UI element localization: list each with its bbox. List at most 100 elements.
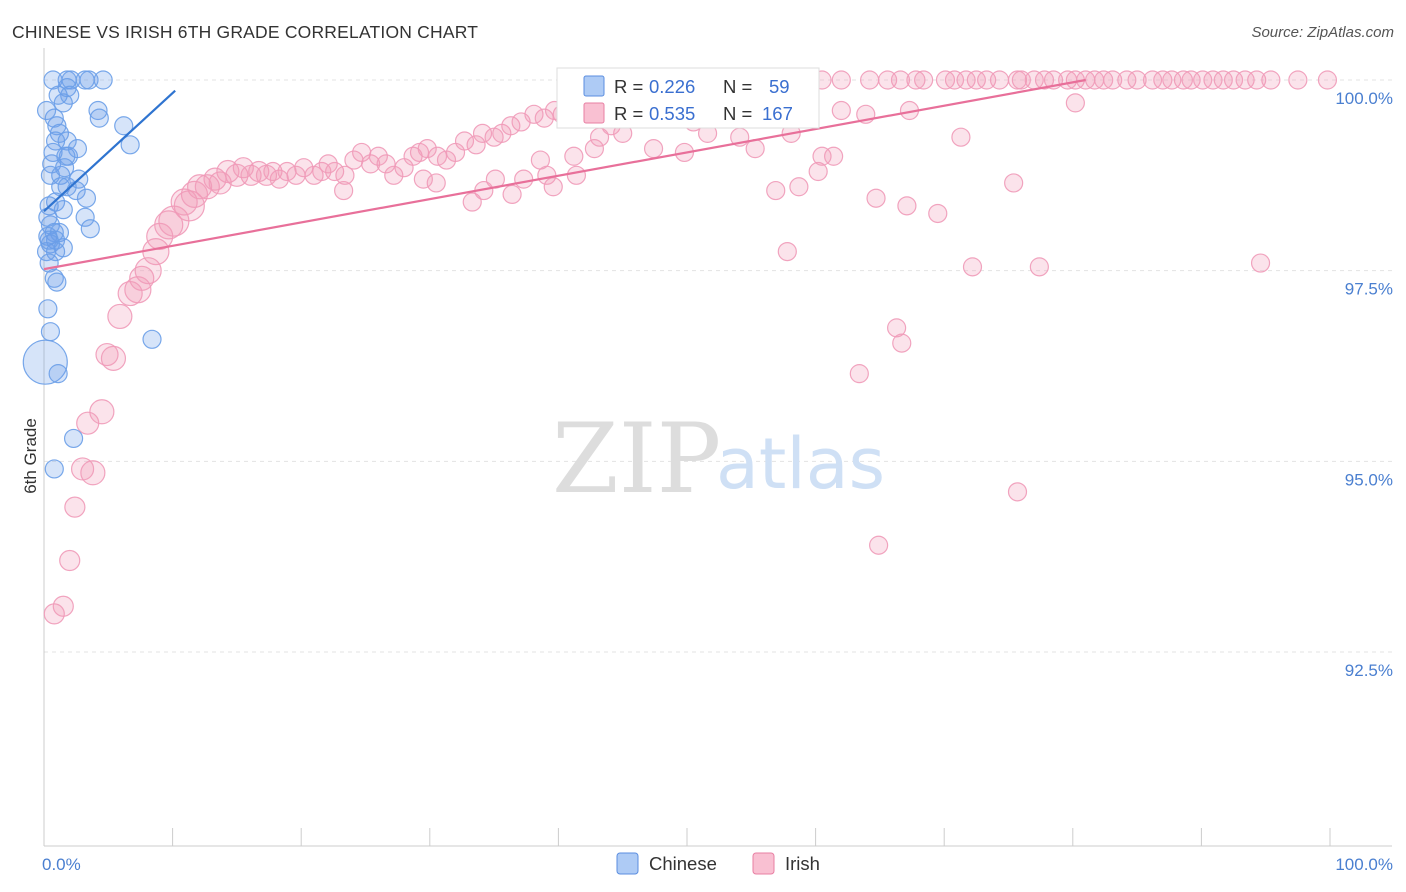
y-tick-label-2: 97.5% bbox=[1345, 280, 1393, 299]
irish-point bbox=[466, 135, 486, 155]
irish-point bbox=[1261, 70, 1281, 90]
irish-series bbox=[43, 70, 1338, 625]
irish-point bbox=[1203, 70, 1223, 90]
chinese-point bbox=[39, 230, 59, 250]
irish-point bbox=[777, 242, 797, 262]
chinese-point bbox=[120, 135, 140, 155]
irish-point bbox=[1127, 70, 1147, 90]
irish-point bbox=[860, 70, 880, 90]
irish-point bbox=[534, 108, 554, 128]
irish-point bbox=[1004, 173, 1024, 193]
irish-point bbox=[502, 184, 522, 204]
irish-point bbox=[1103, 70, 1123, 90]
irish-point bbox=[897, 196, 917, 216]
irish-point bbox=[426, 173, 446, 193]
irish-point bbox=[1173, 70, 1193, 90]
chinese-trend-line bbox=[43, 89, 176, 212]
irish-point bbox=[318, 154, 338, 174]
chinese-point bbox=[38, 207, 58, 227]
irish-point bbox=[100, 345, 127, 371]
legend-n-label-chinese: N = bbox=[723, 76, 752, 97]
irish-point bbox=[514, 169, 534, 189]
irish-point bbox=[869, 535, 889, 555]
irish-point bbox=[335, 165, 355, 185]
irish-point bbox=[368, 146, 388, 166]
irish-point bbox=[472, 123, 493, 143]
irish-point bbox=[789, 177, 809, 197]
chinese-point bbox=[93, 70, 113, 90]
chinese-point bbox=[45, 242, 66, 262]
chinese-point bbox=[88, 100, 108, 121]
legend-r-value-irish: 0.535 bbox=[649, 103, 695, 124]
bottom-legend-label-irish: Irish bbox=[785, 853, 820, 874]
irish-point bbox=[831, 70, 851, 90]
irish-point bbox=[1029, 257, 1049, 277]
legend-r-label-irish: R = bbox=[614, 103, 643, 124]
y-tick-label-1: 95.0% bbox=[1345, 470, 1393, 489]
irish-point bbox=[1181, 70, 1201, 90]
irish-point bbox=[745, 139, 765, 159]
chinese-point bbox=[79, 70, 99, 90]
irish-point bbox=[906, 70, 926, 90]
irish-point bbox=[584, 139, 605, 159]
irish-point bbox=[566, 165, 587, 185]
chart-source: Source: ZipAtlas.com bbox=[1251, 24, 1394, 41]
irish-point bbox=[890, 70, 911, 90]
chinese-series bbox=[22, 70, 162, 479]
irish-point bbox=[89, 399, 115, 425]
chinese-point bbox=[60, 85, 80, 105]
legend-n-label-irish: N = bbox=[723, 103, 752, 124]
irish-point bbox=[564, 146, 584, 166]
irish-point bbox=[154, 210, 184, 240]
chinese-point bbox=[80, 219, 100, 239]
chinese-point bbox=[48, 364, 68, 384]
irish-point bbox=[1142, 70, 1163, 90]
x-tick-label-10: 100.0% bbox=[1335, 855, 1393, 874]
chinese-point bbox=[22, 339, 68, 385]
irish-point bbox=[812, 146, 832, 166]
irish-point bbox=[537, 165, 557, 185]
chinese-point bbox=[38, 299, 58, 319]
y-tick-label-3: 100.0% bbox=[1335, 89, 1393, 108]
irish-point bbox=[1235, 70, 1255, 90]
chinese-point bbox=[43, 142, 63, 163]
irish-point bbox=[59, 549, 81, 572]
legend-n-value-chinese: 59 bbox=[769, 76, 790, 97]
chinese-point bbox=[45, 131, 66, 151]
legend-r-label-chinese: R = bbox=[614, 76, 643, 97]
series-legend: Chinese Irish bbox=[616, 852, 820, 875]
chinese-point bbox=[76, 188, 97, 208]
irish-point bbox=[80, 460, 106, 486]
bottom-legend-label-chinese: Chinese bbox=[649, 853, 717, 874]
irish-point bbox=[1288, 70, 1308, 90]
irish-point bbox=[849, 364, 869, 384]
irish-point bbox=[951, 127, 971, 147]
irish-point bbox=[294, 158, 314, 178]
chinese-point bbox=[89, 108, 109, 128]
irish-point bbox=[966, 70, 986, 90]
irish-point bbox=[501, 116, 521, 136]
legend-r-value-chinese: 0.226 bbox=[649, 76, 695, 97]
irish-point bbox=[887, 318, 907, 338]
bottom-legend-swatch-chinese bbox=[616, 852, 639, 875]
irish-point bbox=[462, 192, 482, 212]
irish-point bbox=[1162, 70, 1182, 90]
irish-point bbox=[325, 161, 345, 182]
irish-point bbox=[892, 333, 912, 353]
chinese-point bbox=[54, 158, 75, 178]
irish-point bbox=[989, 70, 1010, 90]
y-axis-title: 6th Grade bbox=[21, 418, 40, 494]
irish-point bbox=[524, 104, 544, 124]
irish-point bbox=[956, 70, 976, 90]
irish-point bbox=[1317, 70, 1338, 90]
chinese-point bbox=[114, 116, 134, 136]
irish-point bbox=[1213, 70, 1233, 90]
chinese-point bbox=[53, 200, 73, 220]
watermark-atlas: atlas bbox=[716, 423, 885, 505]
watermark: ZIP atlas bbox=[552, 403, 885, 515]
trend-lines bbox=[43, 78, 1086, 271]
chart-title: CHINESE VS IRISH 6TH GRADE CORRELATION C… bbox=[12, 22, 479, 42]
irish-point bbox=[1007, 482, 1028, 502]
irish-point bbox=[766, 180, 786, 201]
